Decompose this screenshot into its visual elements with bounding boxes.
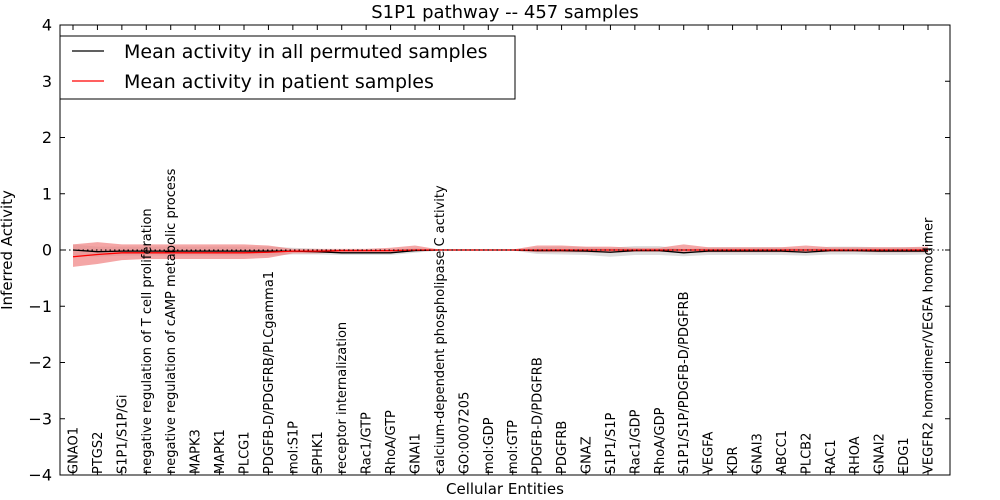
- x-axis-label: Cellular Entities: [446, 480, 564, 498]
- x-category-label: RhoA/GDP: [653, 407, 668, 474]
- x-category-label: Rac1/GTP: [360, 412, 375, 474]
- y-tick-label: 4: [42, 16, 52, 35]
- x-category-label: VEGFA: [702, 432, 717, 474]
- legend-label-patient: Mean activity in patient samples: [124, 71, 434, 93]
- y-tick-label: 3: [42, 72, 52, 91]
- legend: Mean activity in all permuted samples Me…: [59, 35, 516, 100]
- x-category-label: MAPK1: [213, 429, 228, 474]
- x-category-label: receptor internalization: [335, 322, 350, 474]
- chart-title: S1P1 pathway -- 457 samples: [371, 2, 639, 23]
- band-patient: [73, 242, 928, 267]
- x-category-label: S1P1/S1P: [604, 412, 619, 474]
- y-tick-label: 2: [42, 128, 52, 147]
- x-category-label: GNAO1: [67, 427, 82, 474]
- x-category-label: KDR: [726, 446, 741, 474]
- x-category-label: PDGFRB: [555, 421, 570, 474]
- x-category-label: Rac1/GDP: [628, 409, 643, 474]
- y-tick-label: −2: [28, 353, 52, 372]
- x-category-label: GNAI2: [873, 433, 888, 474]
- y-tick-label: 0: [42, 241, 52, 260]
- x-category-label: calcium-dependent phospholipase C activi…: [433, 185, 448, 474]
- x-category-label: negative regulation of cAMP metabolic pr…: [164, 168, 179, 474]
- x-category-label: PLCB2: [799, 433, 814, 474]
- x-category-label: RAC1: [824, 439, 839, 474]
- legend-label-permuted: Mean activity in all permuted samples: [124, 41, 487, 63]
- x-category-label: PTGS2: [91, 432, 106, 474]
- x-category-label: SPHK1: [311, 431, 326, 474]
- y-tick-label: −4: [28, 466, 52, 485]
- x-category-label: negative regulation of T cell proliferat…: [140, 208, 155, 474]
- x-category-label: GNAI3: [751, 433, 766, 474]
- x-category-label: GNAI1: [409, 433, 424, 474]
- y-tick-label: 1: [42, 184, 52, 203]
- x-category-label: PDGFB-D/PDGFRB: [531, 357, 546, 474]
- x-category-label: RHOA: [848, 436, 863, 474]
- x-category-label: GO:0007205: [457, 392, 472, 474]
- y-axis-label: Inferred Activity: [0, 190, 16, 310]
- y-axis-ticks: −4 −3 −2 −1 0 1 2 3 4: [28, 16, 950, 485]
- x-category-label: EDG1: [897, 437, 912, 474]
- x-category-label: PLCG1: [238, 431, 253, 474]
- y-tick-label: −1: [28, 297, 52, 316]
- x-category-label: S1P1/S1P/Gi: [115, 395, 130, 474]
- x-category-label: S1P1/S1P/PDGFB-D/PDGFRB: [677, 291, 692, 474]
- x-category-label: RhoA/GTP: [384, 410, 399, 474]
- x-category-label: ABCC1: [775, 430, 790, 474]
- x-category-label: GNAZ: [580, 436, 595, 474]
- x-category-label: mol:GTP: [506, 420, 521, 474]
- x-category-label: PDGFB-D/PDGFRB/PLCgamma1: [262, 271, 277, 474]
- x-category-label: mol:GDP: [482, 417, 497, 474]
- y-tick-label: −3: [28, 409, 52, 428]
- x-category-label: MAPK3: [189, 429, 204, 474]
- confidence-bands: [73, 242, 928, 267]
- legend-box: [59, 35, 516, 100]
- x-category-label: mol:S1P: [286, 421, 301, 474]
- x-category-label: VEGFR2 homodimer/VEGFA homodimer: [922, 217, 937, 474]
- x-axis-category-labels: GNAO1 PTGS2 S1P1/S1P/Gi negative regulation…: [67, 25, 937, 475]
